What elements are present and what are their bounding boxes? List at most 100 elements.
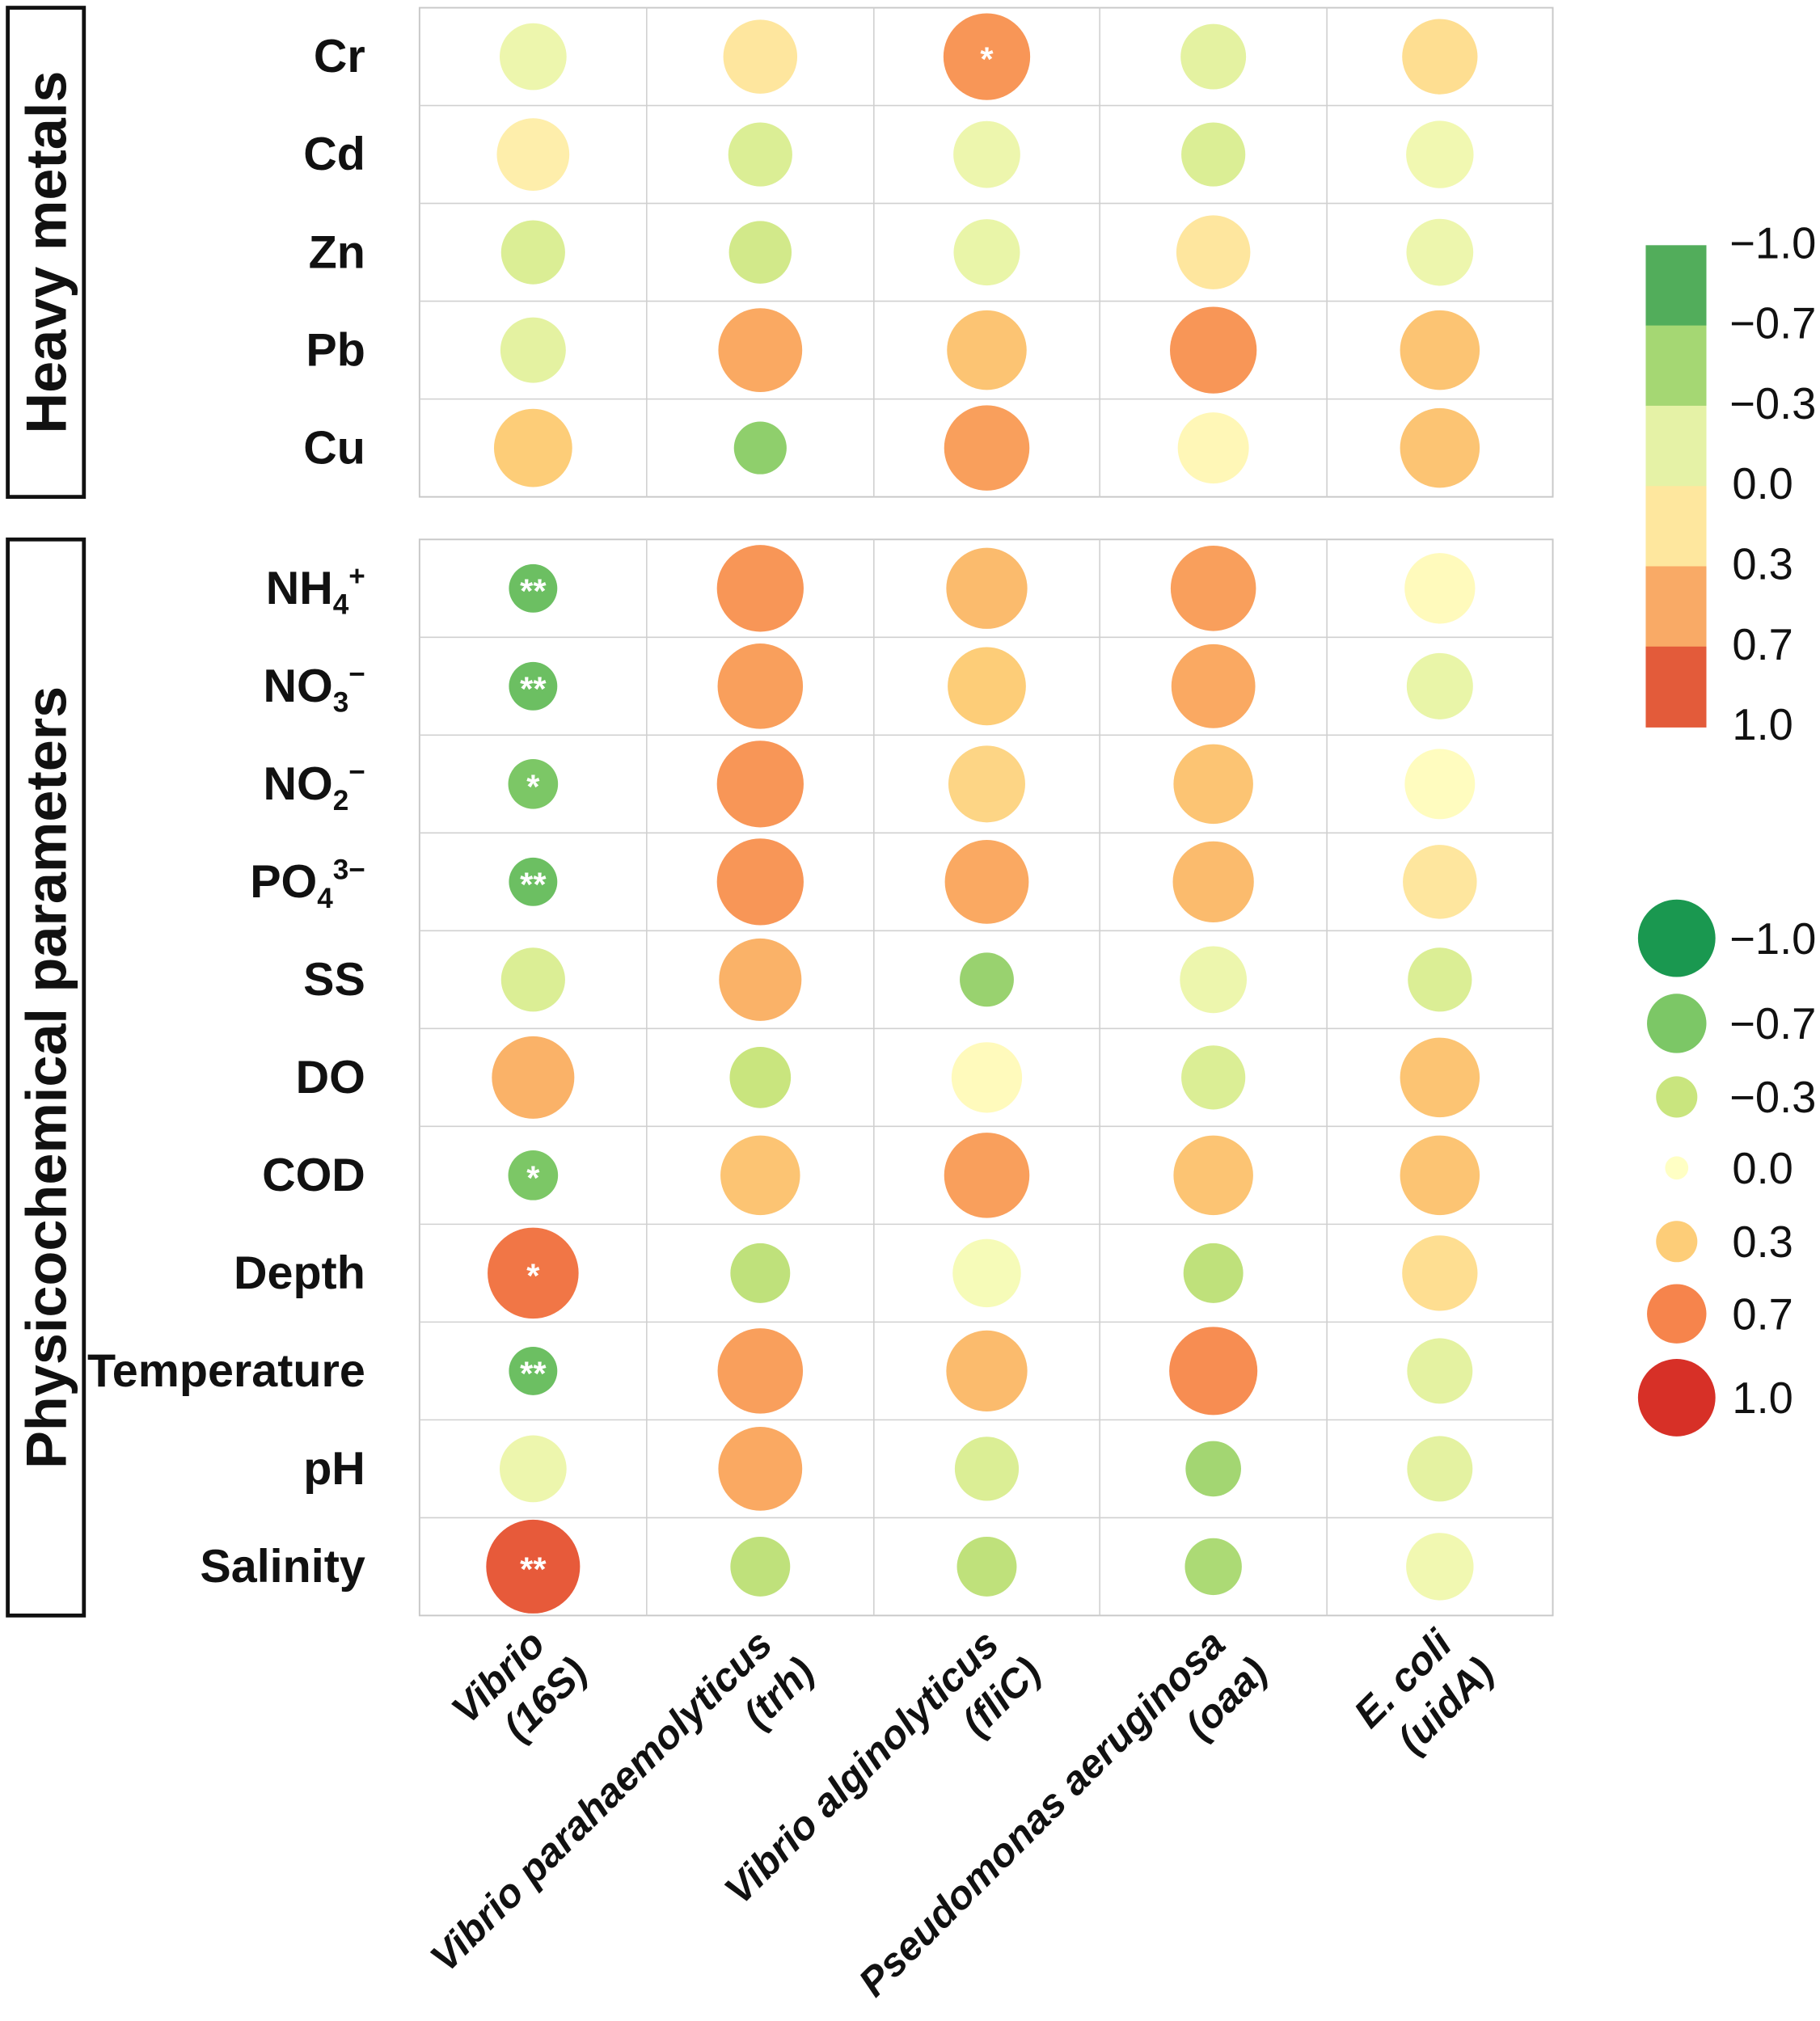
- row-label-subscript: 4: [333, 589, 349, 621]
- bubble-cd-3: [1181, 122, 1246, 187]
- bubble-cu-4: [1400, 407, 1480, 488]
- bubble-po-1: [716, 838, 804, 926]
- bubble-ph-0: [499, 1435, 567, 1503]
- significance-mark: *: [980, 40, 994, 78]
- size-legend-tick: −0.7: [1729, 999, 1816, 1048]
- column-label: E. coli(uidA): [1345, 1621, 1502, 1762]
- size-legend-circle: [1637, 899, 1716, 977]
- row-label-superscript: +: [348, 561, 365, 593]
- row-label: Cr: [314, 31, 365, 82]
- bubble-ph-2: [954, 1437, 1020, 1501]
- size-legend-circle: [1637, 1359, 1716, 1437]
- bubble-do-1: [729, 1047, 792, 1108]
- row-label: DO: [296, 1052, 365, 1103]
- bubble-zn-0: [500, 220, 565, 285]
- bubble-po-3: [1172, 841, 1254, 922]
- bubble-do-2: [951, 1042, 1023, 1113]
- row-label: Zn: [309, 226, 365, 278]
- size-legend-circle: [1656, 1221, 1698, 1263]
- color-legend-swatch: [1645, 486, 1707, 567]
- bubble-zn-2: [953, 219, 1020, 286]
- significance-mark: **: [520, 865, 547, 903]
- size-legend-tick: 0.3: [1732, 1217, 1793, 1267]
- significance-mark: **: [520, 572, 547, 610]
- grid-frame: [418, 6, 1554, 498]
- bubble-cd-1: [728, 122, 792, 187]
- bubble-cd-2: [953, 120, 1020, 188]
- bubble-cr-1: [723, 19, 798, 94]
- bubble-no-3: [1173, 744, 1253, 825]
- significance-mark: *: [526, 1158, 540, 1196]
- row-label: Salinity: [200, 1541, 365, 1593]
- significance-mark: **: [520, 669, 547, 707]
- bubble-zn-1: [728, 221, 792, 284]
- row-label: Cu: [303, 422, 365, 474]
- bubble-salinity-1: [730, 1536, 791, 1597]
- group-box: [6, 6, 87, 500]
- bubble-cod-4: [1400, 1135, 1480, 1216]
- bubble-cod-2: [944, 1133, 1030, 1218]
- bubble-zn-4: [1406, 218, 1474, 286]
- size-legend-tick: −1.0: [1729, 914, 1816, 964]
- bubble-cr-4: [1402, 19, 1478, 95]
- bubble-ph-1: [718, 1427, 803, 1511]
- bubble-pb-0: [500, 317, 566, 383]
- row-label: pH: [303, 1443, 365, 1495]
- color-legend-swatch: [1645, 245, 1707, 327]
- bubble-nh-3: [1170, 546, 1256, 631]
- bubble-ph-4: [1407, 1436, 1473, 1502]
- bubble-pb-4: [1400, 310, 1480, 390]
- row-label: Pb: [306, 324, 365, 376]
- group-label: Heavy metals: [14, 71, 78, 434]
- bubble-po-4: [1403, 845, 1477, 919]
- bubble-depth-1: [730, 1243, 791, 1303]
- color-legend-swatch: [1645, 405, 1707, 487]
- significance-mark: *: [526, 767, 540, 805]
- bubble-no-2: [948, 647, 1026, 726]
- color-legend-swatch: [1645, 646, 1707, 728]
- bubble-do-3: [1181, 1045, 1246, 1110]
- significance-mark: **: [520, 1550, 547, 1588]
- bubble-pb-1: [718, 308, 803, 392]
- size-legend-circle: [1647, 1284, 1707, 1344]
- bubble-ss-1: [719, 938, 802, 1021]
- color-legend-tick: −1.0: [1729, 218, 1816, 268]
- color-legend-tick: −0.7: [1729, 299, 1816, 348]
- bubble-cd-4: [1406, 120, 1474, 188]
- bubble-cod-1: [720, 1135, 800, 1216]
- row-label-superscript: 3−: [333, 854, 365, 886]
- row-label-subscript: 4: [317, 883, 333, 914]
- bubble-no-3: [1171, 643, 1256, 728]
- bubble-no-4: [1404, 749, 1476, 820]
- significance-mark: *: [526, 1256, 540, 1294]
- bubble-cod-3: [1173, 1135, 1253, 1216]
- bubble-cu-1: [733, 421, 787, 475]
- row-label: COD: [262, 1150, 365, 1201]
- bubble-nh-2: [946, 547, 1028, 629]
- bubble-temperature-4: [1407, 1338, 1473, 1404]
- bubble-po-0: [509, 857, 558, 906]
- row-label: Temperature: [87, 1345, 365, 1397]
- row-label: SS: [303, 954, 365, 1006]
- bubble-nh-0: [509, 563, 558, 613]
- color-legend-tick: 0.7: [1732, 620, 1793, 669]
- bubble-no-1: [717, 643, 804, 729]
- bubble-no-0: [508, 759, 559, 809]
- bubble-no-0: [509, 661, 558, 711]
- size-legend-tick: 1.0: [1732, 1373, 1793, 1423]
- bubble-depth-0: [488, 1227, 579, 1319]
- color-legend-tick: 1.0: [1732, 700, 1793, 749]
- bubble-no-1: [716, 740, 804, 828]
- bubble-do-0: [492, 1036, 575, 1119]
- column-label: Pseudomonas aeruginosa(oaa): [851, 1622, 1276, 2005]
- row-label-superscript: −: [348, 757, 365, 788]
- size-legend-tick: 0.0: [1732, 1144, 1793, 1193]
- bubble-salinity-4: [1406, 1533, 1474, 1601]
- bubble-temperature-2: [946, 1330, 1028, 1412]
- size-legend-circle: [1665, 1156, 1689, 1180]
- bubble-cr-0: [499, 23, 567, 91]
- color-legend-tick: 0.0: [1732, 459, 1793, 508]
- bubble-ph-3: [1185, 1441, 1241, 1497]
- bubble-zn-3: [1176, 215, 1251, 289]
